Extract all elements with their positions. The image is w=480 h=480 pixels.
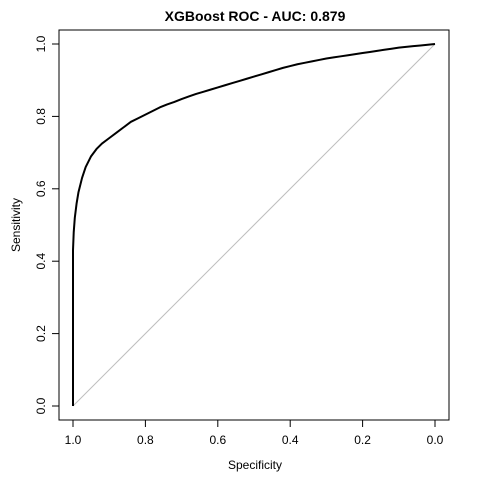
roc-curve-line [72, 43, 436, 406]
x-tick-label: 0.0 [427, 433, 444, 447]
x-tick-label: 0.8 [137, 433, 154, 447]
y-axis-label: Sensitivity [9, 198, 23, 252]
x-tick-label: 1.0 [65, 433, 82, 447]
x-tick-label: 0.4 [282, 433, 299, 447]
y-tick-label: 1.0 [34, 35, 48, 52]
chart-title: XGBoost ROC - AUC: 0.879 [165, 8, 346, 24]
x-tick-label: 0.6 [209, 433, 226, 447]
y-tick-label: 0.4 [34, 253, 48, 270]
y-axis: 0.0 0.2 0.4 0.6 0.8 1.0 [34, 35, 60, 414]
y-tick-label: 0.6 [34, 180, 48, 197]
y-tick-label: 0.0 [34, 397, 48, 414]
y-tick-label: 0.2 [34, 325, 48, 342]
x-axis: 1.0 0.8 0.6 0.4 0.2 0.0 [65, 419, 444, 447]
x-axis-label: Specificity [228, 458, 282, 472]
x-tick-label: 0.2 [354, 433, 371, 447]
y-tick-label: 0.8 [34, 108, 48, 125]
reference-diagonal-line [72, 43, 436, 407]
